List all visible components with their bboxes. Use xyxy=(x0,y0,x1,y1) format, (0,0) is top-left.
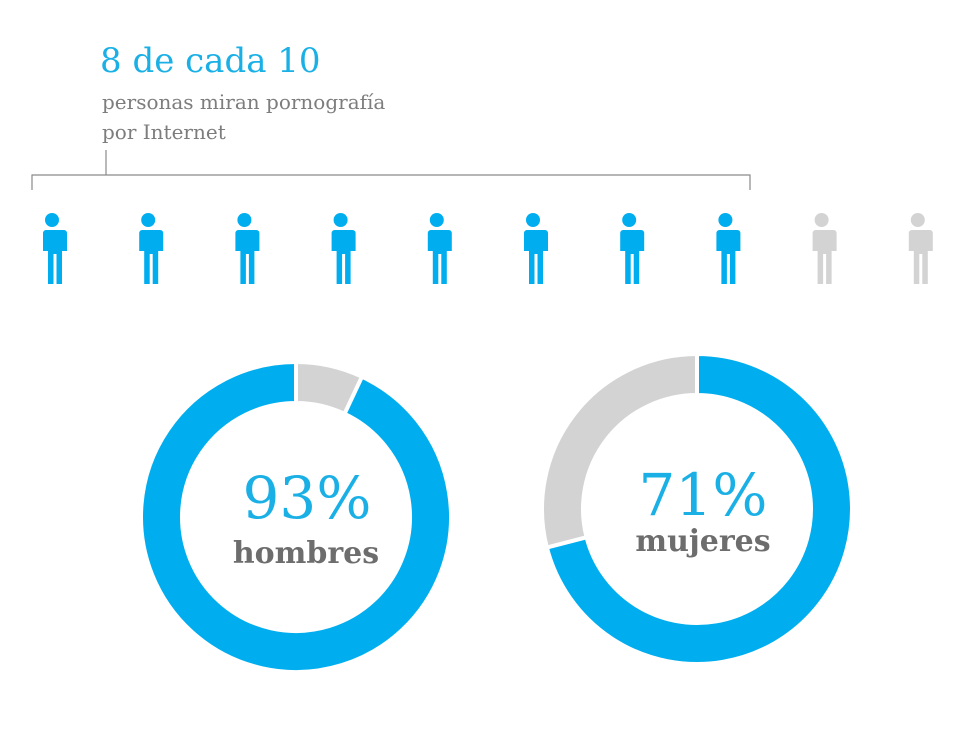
donut-value-label: 71% xyxy=(639,461,768,529)
donut-slice-value xyxy=(139,360,453,674)
bracket-line xyxy=(31,174,751,190)
donut-category-label: hombres xyxy=(233,536,379,571)
people-pictograph xyxy=(40,213,933,284)
person-icon-highlighted xyxy=(521,213,548,284)
subheadline-line-2: por Internet xyxy=(102,120,226,144)
bracket xyxy=(31,150,751,190)
person-icon-highlighted xyxy=(136,213,164,284)
person-icon-highlighted xyxy=(328,213,356,284)
person-icon-highlighted xyxy=(424,213,452,284)
donut-category-label: mujeres xyxy=(635,524,770,559)
donut-chart-mujeres: 71% mujeres xyxy=(540,352,854,666)
person-icon-highlighted xyxy=(40,213,67,284)
headline: 8 de cada 10 xyxy=(100,41,321,81)
person-icon-highlighted xyxy=(232,213,260,284)
donut-slice-value xyxy=(544,352,854,666)
donut-chart-hombres: 93% hombres xyxy=(139,360,453,674)
subheadline-line-1: personas miran pornografía xyxy=(102,90,386,114)
person-icon-highlighted xyxy=(617,213,645,284)
person-icon-highlighted xyxy=(713,213,741,284)
donut-value-label: 93% xyxy=(243,464,372,532)
person-icon-muted xyxy=(809,213,837,284)
person-icon-muted xyxy=(905,213,933,284)
